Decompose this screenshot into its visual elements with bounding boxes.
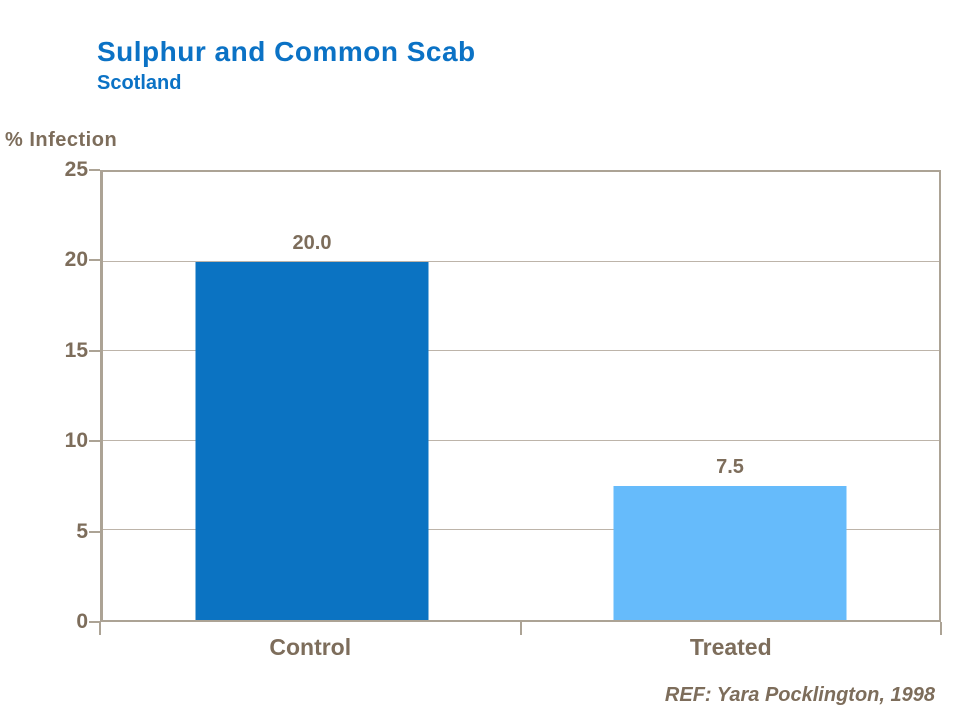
y-tick-mark-5 xyxy=(89,530,100,533)
y-tick-mark-0 xyxy=(89,621,100,623)
ref-citation: REF: Yara Pocklington, 1998 xyxy=(664,684,935,706)
chart-subtitle: Scotland xyxy=(97,72,182,94)
gridline-10 xyxy=(103,439,939,441)
category-labels: Control Treated xyxy=(100,634,941,664)
y-tick-mark-25 xyxy=(89,169,100,171)
bar-value-label-control: 20.0 xyxy=(292,231,332,254)
plot-area: 20.0 7.5 xyxy=(100,170,941,622)
x-tick-mark-0 xyxy=(99,622,101,635)
y-tick-label-0: 0 xyxy=(76,610,88,633)
x-tick-mark-1 xyxy=(519,622,522,635)
y-tick-mark-10 xyxy=(89,440,100,443)
gridline-20 xyxy=(103,260,939,262)
bar-control xyxy=(195,261,429,620)
chart-title: Sulphur and Common Scab xyxy=(97,36,476,67)
y-tick-label-20: 20 xyxy=(64,248,88,272)
bar-treated xyxy=(613,485,847,620)
x-tick-marks xyxy=(99,622,942,636)
y-tick-mark-15 xyxy=(89,349,100,352)
y-tick-label-5: 5 xyxy=(76,519,88,543)
y-tick-label-15: 15 xyxy=(64,338,88,362)
x-tick-mark-2 xyxy=(940,622,942,635)
y-axis-labels: 0 5 10 15 20 25 xyxy=(0,158,88,633)
y-tick-label-10: 10 xyxy=(64,429,88,453)
y-tick-label-25: 25 xyxy=(64,158,88,181)
bar-value-label-treated: 7.5 xyxy=(716,455,744,478)
category-label-treated: Treated xyxy=(689,634,772,660)
category-label-control: Control xyxy=(269,634,352,660)
y-tick-marks xyxy=(89,169,100,623)
y-axis-title: % Infection xyxy=(5,129,118,151)
gridline-15 xyxy=(103,350,939,352)
gridline-5 xyxy=(103,529,939,531)
y-tick-mark-20 xyxy=(89,259,100,262)
